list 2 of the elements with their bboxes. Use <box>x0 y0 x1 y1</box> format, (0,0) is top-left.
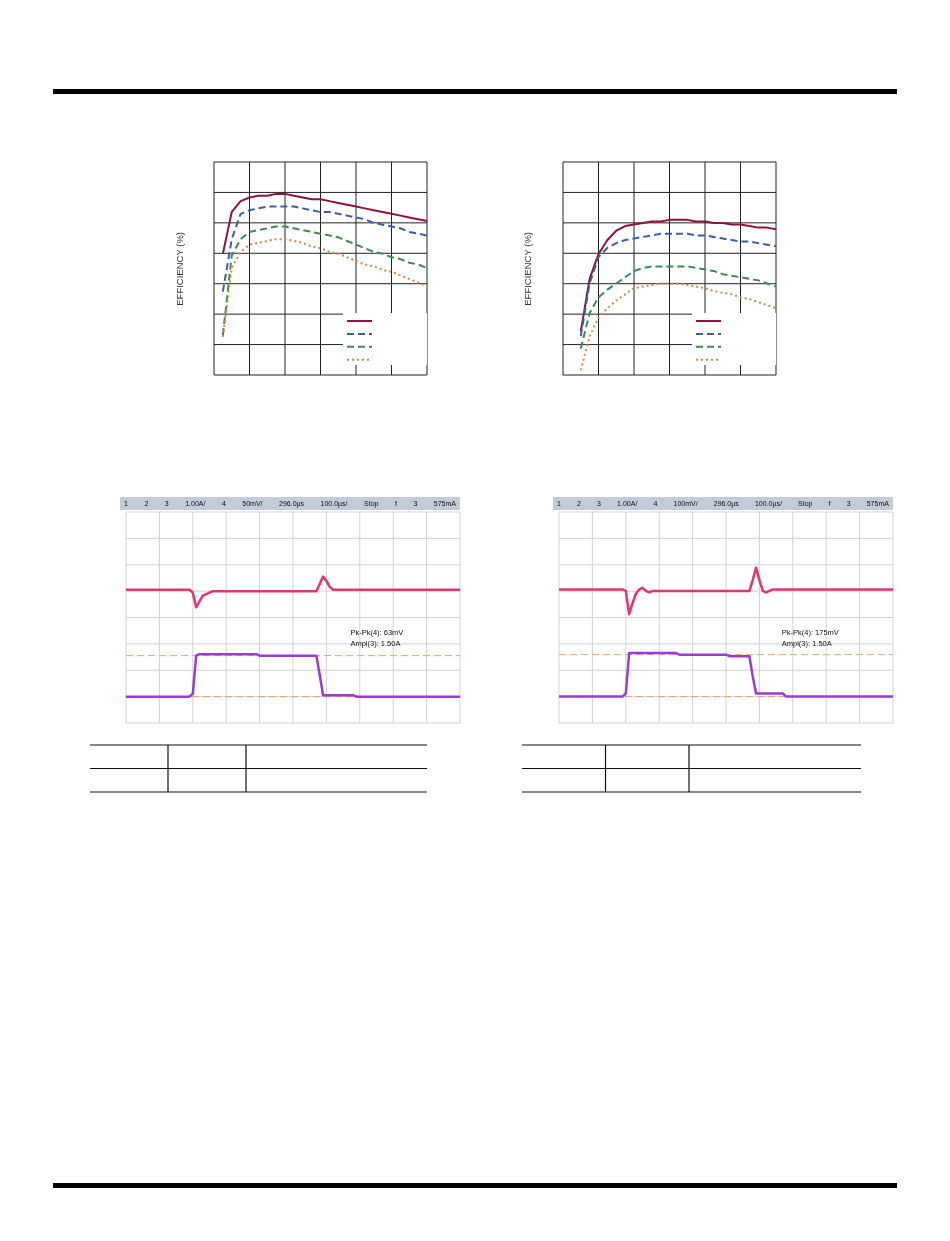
y-axis-title: EFFICIENCY (%) <box>522 231 534 306</box>
y-axis-title: EFFICIENCY (%) <box>174 231 186 306</box>
